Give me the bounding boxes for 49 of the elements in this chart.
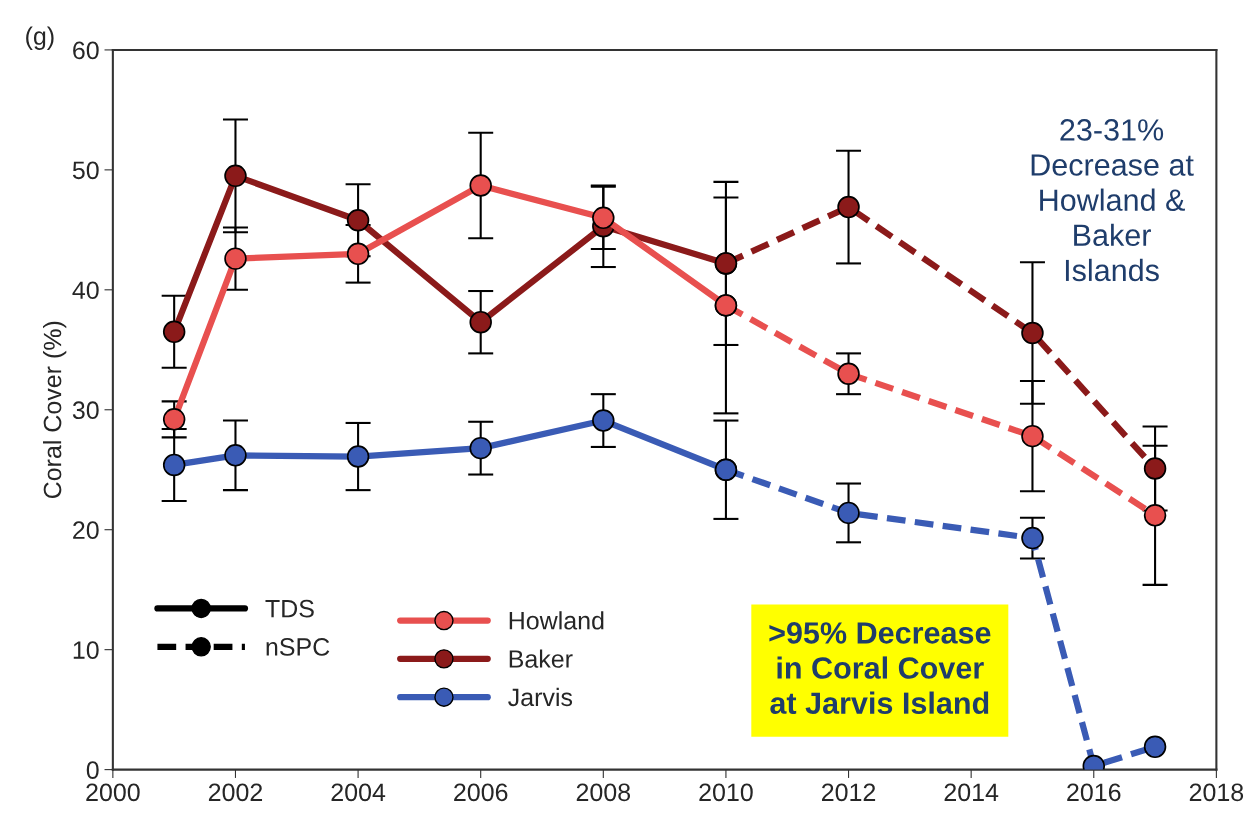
y-tick-label: 20 [73, 521, 99, 540]
x-tick-label: 2006 [454, 783, 508, 802]
point [1021, 321, 1044, 345]
y-tick-label: 40 [72, 281, 99, 300]
y-tick-label: 0 [86, 761, 99, 779]
point [1021, 526, 1044, 550]
legend-label: Jarvis [508, 687, 573, 707]
point [1143, 504, 1167, 527]
point [346, 208, 370, 232]
y-axis-title: Coral Cover (%) [43, 321, 67, 499]
point [592, 206, 615, 230]
point [162, 408, 186, 431]
point [162, 453, 186, 477]
legend-label: nSPC [266, 638, 330, 656]
x-tick-label: 2010 [699, 783, 753, 802]
y-tick-label: 30 [72, 401, 99, 420]
point [469, 310, 492, 334]
point [592, 409, 615, 432]
point [224, 164, 247, 188]
x-tick-label: 2016 [1067, 783, 1121, 802]
point [469, 174, 492, 197]
point [346, 445, 370, 468]
point [1143, 735, 1167, 759]
point [837, 362, 860, 386]
legend-label: TDS [265, 599, 314, 618]
text: (g) [26, 26, 54, 50]
point [469, 436, 492, 460]
point [1021, 424, 1044, 448]
point [162, 320, 186, 344]
y-tick-label: 60 [73, 41, 99, 60]
point [1143, 457, 1167, 480]
x-tick-label: 2000 [86, 783, 140, 802]
x-tick-label: 2002 [208, 783, 263, 802]
x-tick-label: 2008 [576, 783, 631, 802]
x-tick-label: 2018 [1189, 783, 1244, 802]
legend-label: Baker [509, 649, 573, 668]
x-tick-label: 2014 [944, 783, 999, 802]
y-tick-label: 10 [73, 641, 99, 659]
point [224, 247, 247, 270]
point [837, 195, 860, 219]
x-tick-label: 2012 [821, 783, 876, 802]
y-tick-label: 50 [72, 161, 99, 180]
point [346, 242, 370, 266]
legend-label: Howland [509, 611, 604, 630]
point [837, 501, 860, 525]
x-tick-label: 2004 [331, 783, 386, 802]
annotation: >95% Decrease in Coral Cover at Jarvis Island [769, 622, 991, 714]
point [224, 444, 247, 467]
annotation: 23-31% Decrease at Howland & Baker Islands [1031, 119, 1194, 282]
